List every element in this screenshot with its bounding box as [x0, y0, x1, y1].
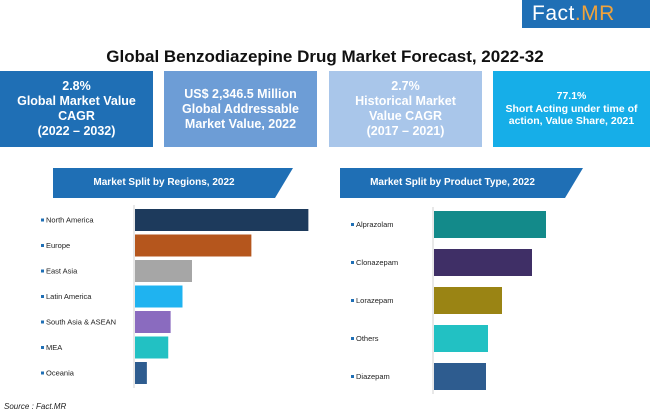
product-category-label: Diazepam: [356, 372, 390, 381]
logo-text-suffix: .MR: [574, 2, 615, 25]
kpi-line: (2017 – 2021): [366, 124, 445, 138]
kpi-line: US$ 2,346.5 Million: [184, 86, 297, 101]
kpi-line: CAGR: [58, 109, 95, 123]
kpi-line: Historical Market: [355, 94, 456, 108]
regions-bar: [135, 311, 171, 333]
page-title: Global Benzodiazepine Drug Market Foreca…: [106, 47, 544, 66]
kpi-card-historical-cagr: 2.7% Historical Market Value CAGR (2017 …: [329, 71, 482, 147]
fact-mr-logo: Fact.MR: [522, 0, 650, 28]
source-note: Source : Fact.MR: [4, 402, 67, 411]
kpi-line: Value CAGR: [369, 109, 442, 123]
product-bar: [434, 287, 502, 314]
regions-category-label: East Asia: [46, 267, 78, 276]
kpi-card-short-acting-share: 77.1% Short Acting under time of action,…: [493, 71, 650, 147]
product-category-label: Clonazepam: [356, 258, 398, 267]
product-category-label: Lorazepam: [356, 296, 394, 305]
kpi-line: 77.1%: [556, 90, 587, 103]
product-chart-title: Market Split by Product Type, 2022: [340, 168, 565, 198]
product-label-bullet: [351, 223, 354, 226]
regions-bar: [135, 362, 147, 384]
product-category-label: Alprazolam: [356, 220, 394, 229]
kpi-line: action, Value Share, 2021: [508, 115, 635, 128]
product-label-bullet: [351, 261, 354, 264]
kpi-line: Market Value, 2022: [184, 116, 297, 131]
product-label-bullet: [351, 375, 354, 378]
regions-bar: [135, 260, 192, 282]
regions-label-bullet: [41, 269, 44, 273]
product-label-bullet: [351, 299, 354, 302]
kpi-line: Global Addressable: [182, 101, 299, 116]
regions-chart-title: Market Split by Regions, 2022: [53, 168, 275, 198]
product-bar: [434, 363, 486, 390]
regions-label-bullet: [41, 218, 44, 222]
regions-label-bullet: [41, 346, 44, 349]
regions-category-label: South Asia & ASEAN: [46, 318, 116, 327]
product-title-tab-decoration: [565, 168, 583, 198]
regions-category-label: Latin America: [46, 292, 92, 301]
kpi-line: 2.8%: [62, 79, 91, 93]
regions-label-bullet: [41, 244, 44, 247]
kpi-line: Global Market Value: [17, 94, 136, 108]
regions-label-bullet: [41, 295, 44, 298]
logo-text-main: Fact: [532, 2, 575, 25]
regions-category-label: Europe: [46, 241, 70, 250]
regions-label-bullet: [41, 371, 44, 375]
kpi-card-market-value: US$ 2,346.5 Million Global Addressable M…: [164, 71, 317, 147]
regions-bar: [135, 209, 309, 231]
product-bar: [434, 211, 546, 238]
regions-category-label: North America: [46, 216, 94, 225]
regions-category-label: Oceania: [46, 369, 75, 378]
regions-label-bullet: [41, 320, 44, 324]
product-bar: [434, 249, 532, 276]
kpi-card-global-cagr: 2.8% Global Market Value CAGR (2022 – 20…: [0, 71, 153, 147]
regions-bar: [135, 285, 183, 308]
regions-title-tab-decoration: [275, 168, 293, 198]
kpi-line: (2022 – 2032): [37, 124, 116, 138]
product-category-label: Others: [356, 334, 379, 343]
regions-category-label: MEA: [46, 343, 62, 352]
product-bar: [434, 325, 488, 352]
kpi-line: 2.7%: [391, 79, 420, 93]
regions-bar: [135, 336, 169, 359]
product-label-bullet: [351, 337, 354, 340]
regions-bar: [135, 234, 252, 257]
kpi-line: Short Acting under time of: [505, 102, 638, 115]
